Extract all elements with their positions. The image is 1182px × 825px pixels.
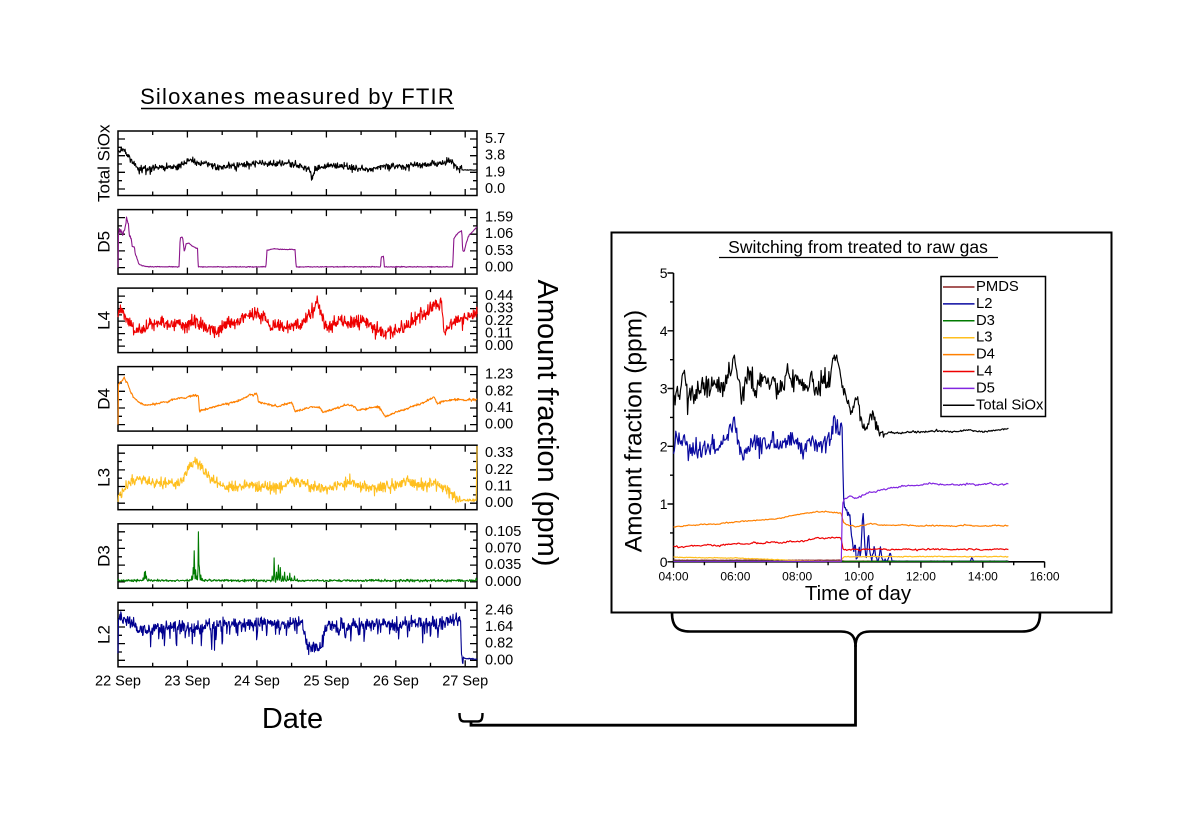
svg-text:D5: D5 (95, 231, 114, 253)
svg-text:Amount fraction (ppm): Amount fraction (ppm) (621, 310, 648, 552)
svg-text:L3: L3 (976, 330, 992, 346)
svg-text:06:00: 06:00 (720, 569, 750, 583)
svg-text:Total SiOx: Total SiOx (976, 397, 1044, 413)
svg-text:Switching from treated to raw: Switching from treated to raw gas (728, 237, 988, 257)
svg-text:Amount fraction (ppm): Amount fraction (ppm) (531, 280, 563, 567)
svg-text:1.06: 1.06 (485, 226, 513, 242)
svg-text:10:00: 10:00 (844, 569, 874, 583)
svg-text:0.000: 0.000 (485, 574, 521, 590)
svg-text:0.41: 0.41 (485, 400, 513, 416)
svg-text:1.64: 1.64 (485, 619, 513, 635)
svg-text:PMDS: PMDS (976, 279, 1019, 295)
svg-text:16:00: 16:00 (1030, 569, 1060, 583)
svg-text:23 Sep: 23 Sep (164, 674, 210, 690)
svg-text:5.7: 5.7 (485, 131, 505, 147)
svg-text:0.00: 0.00 (485, 652, 513, 668)
svg-text:0.105: 0.105 (485, 524, 521, 540)
svg-text:22 Sep: 22 Sep (95, 674, 141, 690)
svg-text:Date: Date (262, 703, 323, 735)
svg-text:2.46: 2.46 (485, 602, 513, 618)
svg-text:0.22: 0.22 (485, 313, 513, 329)
svg-text:0.82: 0.82 (485, 636, 513, 652)
svg-text:D3: D3 (976, 313, 995, 329)
svg-text:12:00: 12:00 (906, 569, 936, 583)
svg-text:0.53: 0.53 (485, 243, 513, 259)
svg-text:L3: L3 (95, 468, 114, 487)
svg-text:L4: L4 (976, 364, 992, 380)
svg-text:D4: D4 (976, 347, 995, 363)
svg-text:0.33: 0.33 (485, 445, 513, 461)
svg-text:Siloxanes measured by FTIR: Siloxanes measured by FTIR (140, 84, 455, 109)
svg-text:L2: L2 (95, 625, 114, 644)
svg-text:0.035: 0.035 (485, 557, 521, 573)
svg-text:1.23: 1.23 (485, 367, 513, 383)
svg-text:08:00: 08:00 (782, 569, 812, 583)
svg-text:04:00: 04:00 (658, 569, 688, 583)
svg-text:0.00: 0.00 (485, 417, 513, 433)
svg-text:D4: D4 (95, 388, 114, 410)
svg-text:0.00: 0.00 (485, 338, 513, 354)
svg-text:27 Sep: 27 Sep (442, 674, 488, 690)
svg-text:D3: D3 (95, 545, 114, 567)
svg-text:1.9: 1.9 (485, 164, 505, 180)
svg-text:0.070: 0.070 (485, 540, 521, 556)
svg-text:0.82: 0.82 (485, 383, 513, 399)
svg-text:0.44: 0.44 (485, 288, 513, 304)
svg-text:26 Sep: 26 Sep (373, 674, 419, 690)
svg-text:L4: L4 (95, 311, 114, 330)
svg-text:D5: D5 (976, 380, 995, 396)
svg-text:0.00: 0.00 (485, 260, 513, 276)
svg-text:4: 4 (660, 323, 668, 339)
svg-text:3.8: 3.8 (485, 148, 505, 164)
svg-text:0.33: 0.33 (485, 301, 513, 317)
svg-text:1.59: 1.59 (485, 210, 513, 226)
svg-text:0.11: 0.11 (485, 479, 512, 495)
svg-text:0: 0 (660, 554, 668, 570)
svg-text:0.0: 0.0 (485, 181, 505, 197)
svg-text:5: 5 (660, 265, 668, 281)
svg-text:1: 1 (660, 496, 668, 512)
svg-text:L2: L2 (976, 296, 992, 312)
svg-text:2: 2 (660, 438, 668, 454)
svg-text:0.22: 0.22 (485, 462, 513, 478)
svg-text:Time of day: Time of day (805, 582, 912, 605)
svg-text:0.11: 0.11 (485, 326, 512, 342)
svg-text:25 Sep: 25 Sep (303, 674, 349, 690)
svg-text:24 Sep: 24 Sep (234, 674, 280, 690)
svg-text:Total SiOx: Total SiOx (95, 124, 114, 202)
svg-text:0.00: 0.00 (485, 495, 513, 511)
svg-text:3: 3 (660, 381, 668, 397)
svg-text:14:00: 14:00 (968, 569, 998, 583)
